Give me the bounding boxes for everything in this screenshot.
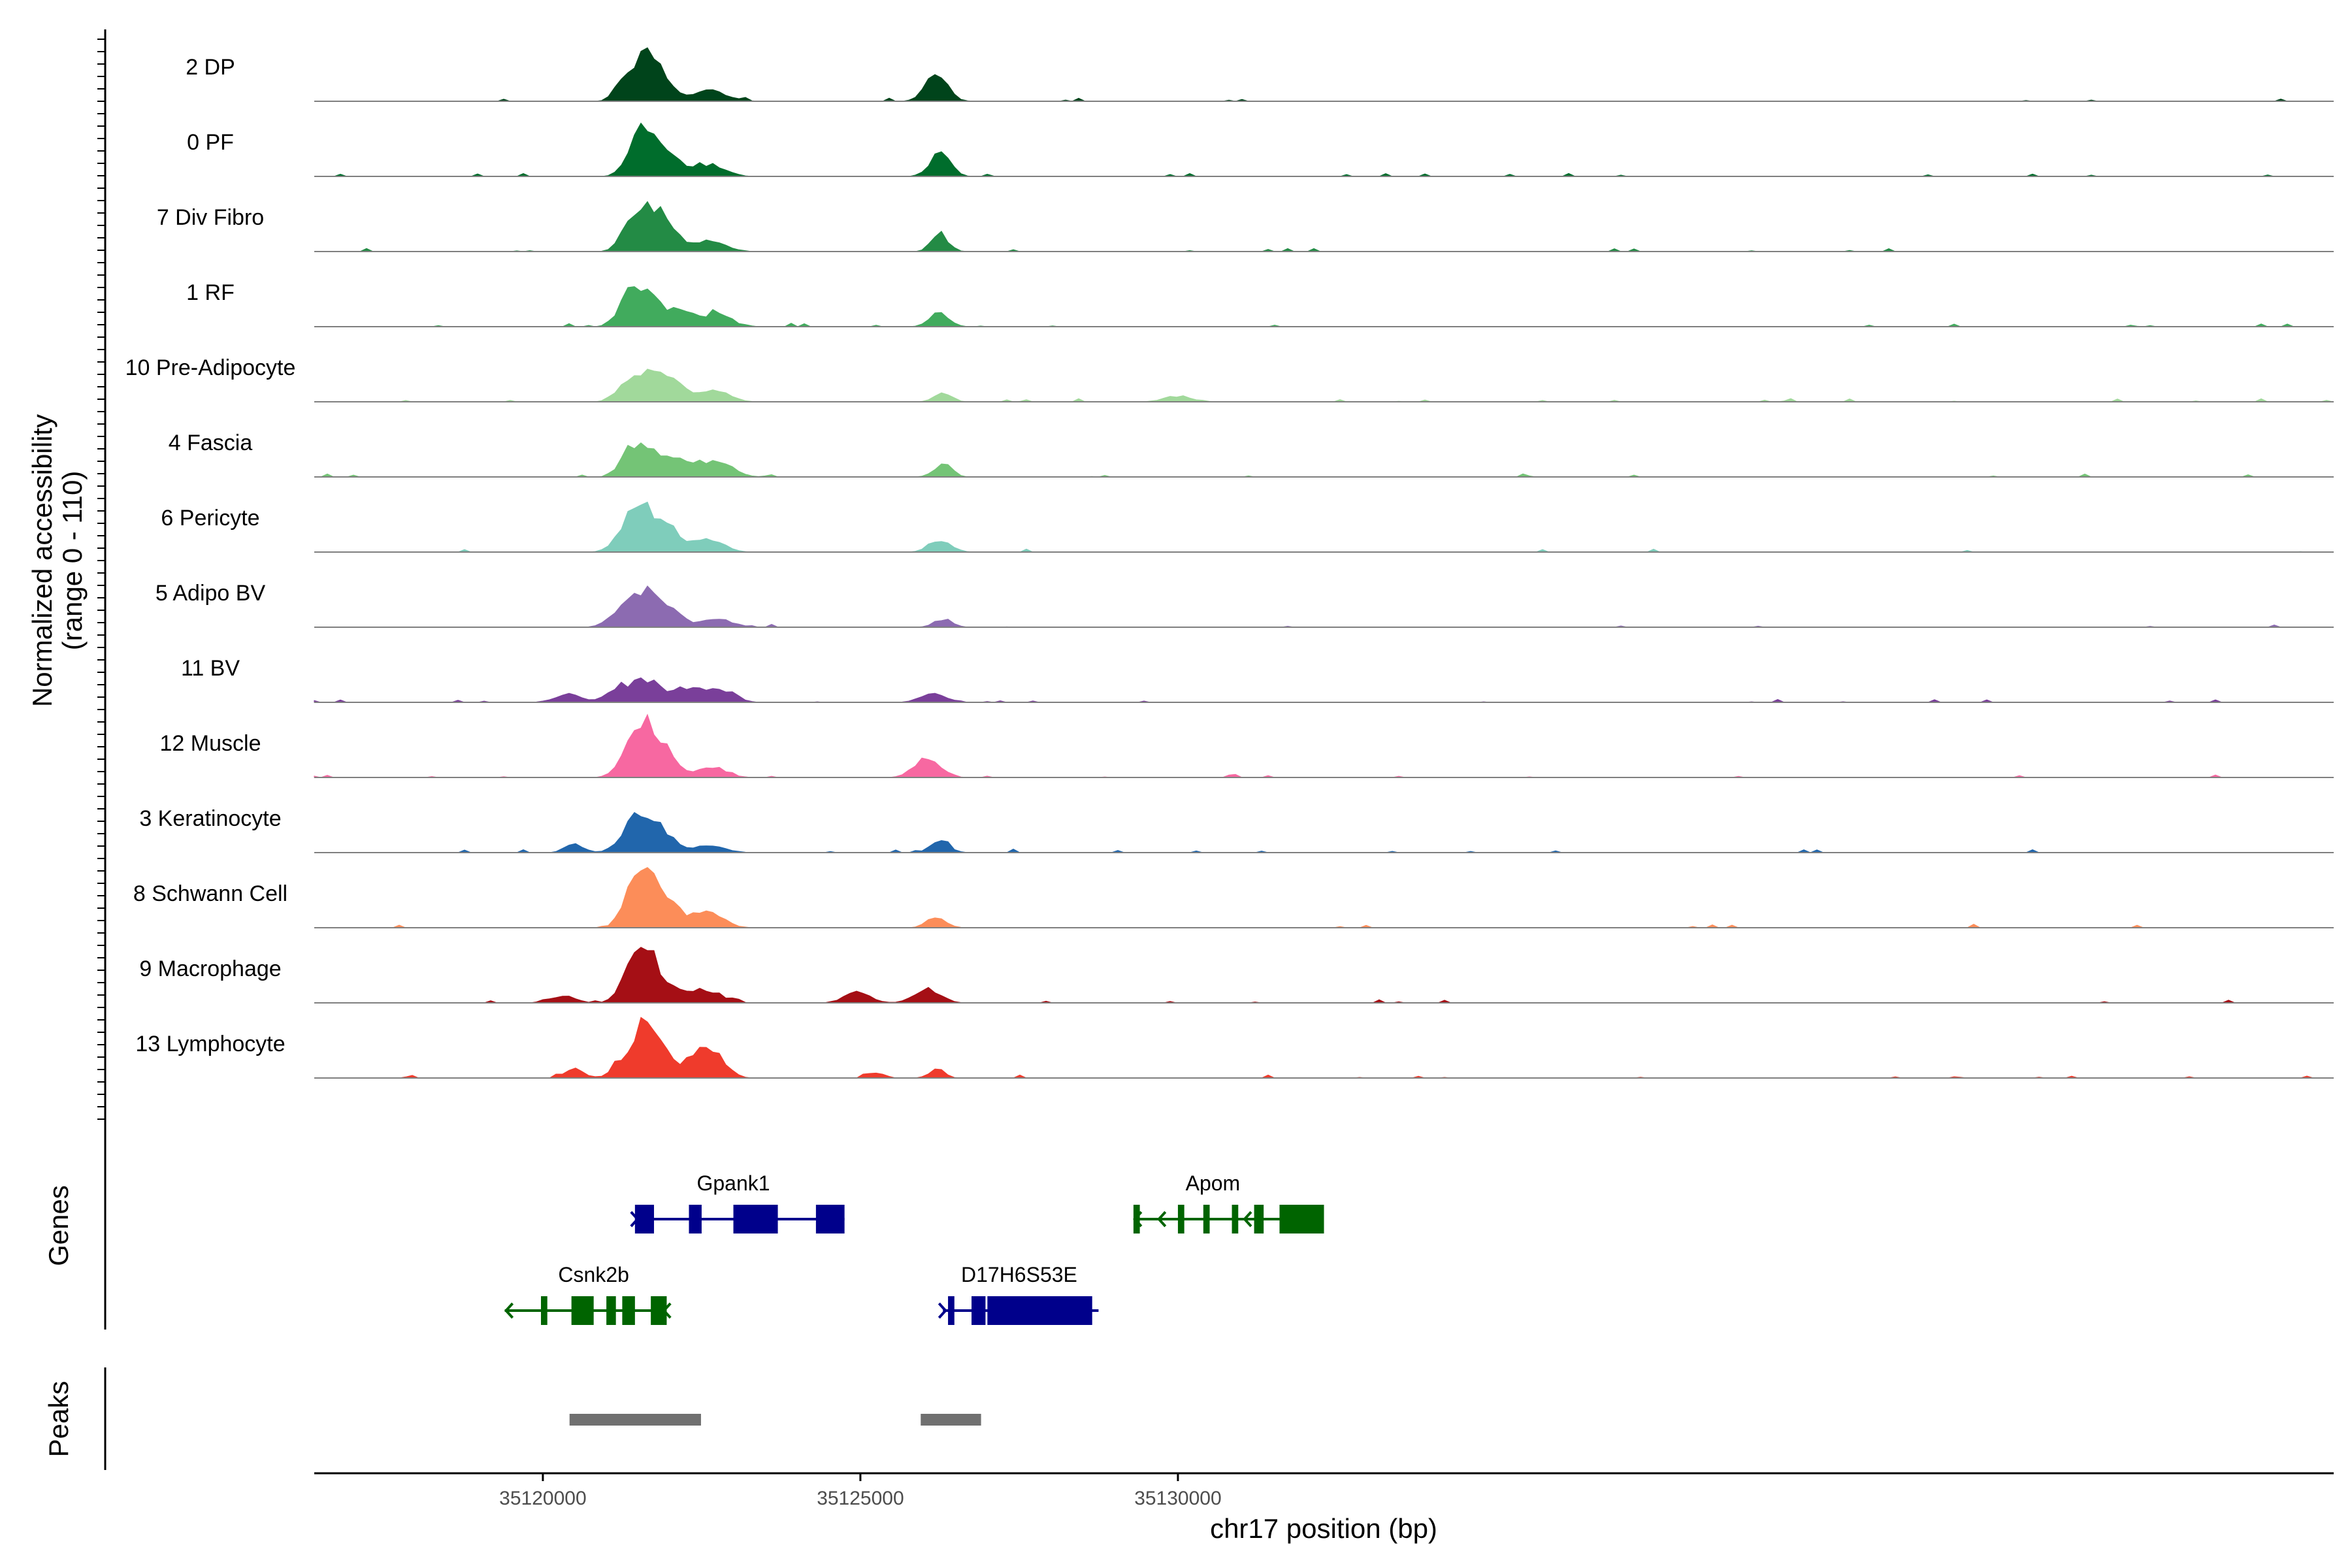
coverage-area (314, 286, 2334, 327)
track-label: 5 Adipo BV (155, 581, 266, 606)
coverage-area (314, 442, 2334, 478)
x-tick-label: 35130000 (1134, 1488, 1221, 1509)
track-label: 10 Pre-Adipocyte (125, 355, 296, 380)
exon (634, 1205, 655, 1233)
track-label: 2 DP (186, 55, 235, 80)
track-1-rf: 1 RF (186, 280, 2334, 327)
track-11-bv: 11 BV (181, 656, 2334, 703)
track-label: 0 PF (187, 130, 234, 155)
exon (1133, 1205, 1140, 1233)
genes-panel-title: Genes (43, 1185, 74, 1266)
gene-d17h6s53e: D17H6S53E (938, 1263, 1099, 1325)
coverage-area (314, 501, 2334, 553)
exon (972, 1296, 986, 1325)
exon (1203, 1205, 1210, 1233)
track-9-macrophage: 9 Macrophage (139, 947, 2334, 1004)
exon (1177, 1205, 1184, 1233)
peaks-panel: Peaks (43, 1367, 981, 1470)
genes-panel: Genes Gpank1 Apom Csnk2b D17H6S53E (43, 1121, 1324, 1330)
gene-gpank1: Gpank1 (630, 1171, 845, 1233)
y-axis-title: Normalized accessibility(range 0 - 110) (27, 414, 88, 707)
exon (541, 1296, 547, 1325)
track-12-muscle: 12 Muscle (160, 713, 2334, 778)
track-5-adipo-bv: 5 Adipo BV (155, 581, 2334, 628)
track-label: 4 Fascia (169, 431, 253, 455)
coverage-area (314, 368, 2334, 402)
track-label: 3 Keratinocyte (139, 806, 281, 831)
x-tick-label: 35120000 (499, 1488, 586, 1509)
gene-csnk2b: Csnk2b (504, 1263, 672, 1325)
y-axis-title-line: (range 0 - 110) (57, 471, 88, 651)
track-8-schwann-cell: 8 Schwann Cell (133, 867, 2334, 928)
track-2-dp: 2 DP (186, 47, 2334, 102)
coverage-area (314, 947, 2334, 1004)
coverage-area (314, 201, 2334, 252)
x-axis-title: chr17 position (bp) (1210, 1513, 1437, 1544)
exon (1279, 1205, 1324, 1233)
strand-arrow (938, 1302, 947, 1319)
gene-label: D17H6S53E (961, 1263, 1077, 1286)
y-axis: Normalized accessibility(range 0 - 110) (27, 29, 106, 1130)
track-label: 1 RF (186, 280, 235, 305)
track-label: 9 Macrophage (139, 956, 281, 981)
exon (987, 1296, 1092, 1325)
exon (606, 1296, 616, 1325)
track-7-div-fibro: 7 Div Fibro (157, 201, 2334, 252)
coverage-area (314, 47, 2334, 102)
coverage-area (314, 867, 2334, 928)
peak-region (921, 1414, 981, 1426)
exon (948, 1296, 955, 1325)
track-6-pericyte: 6 Pericyte (161, 501, 2334, 553)
coverage-area (314, 811, 2334, 853)
x-tick-label: 35125000 (817, 1488, 904, 1509)
coverage-area (314, 713, 2334, 778)
track-label: 12 Muscle (160, 731, 261, 756)
coverage-tracks: 2 DP 0 PF 7 Div Fibro 1 RF 10 Pre-Adipocyte 4… (125, 47, 2334, 1079)
track-label: 8 Schwann Cell (133, 881, 287, 906)
gene-apom: Apom (1133, 1171, 1324, 1233)
exon (622, 1296, 635, 1325)
gene-label: Gpank1 (696, 1171, 770, 1195)
strand-arrow (1157, 1211, 1167, 1228)
track-label: 7 Div Fibro (157, 205, 264, 230)
coverage-area (314, 122, 2334, 177)
exon (689, 1205, 702, 1233)
gene-label: Csnk2b (558, 1263, 629, 1286)
track-13-lymphocyte: 13 Lymphocyte (135, 1017, 2334, 1079)
track-label: 11 BV (181, 656, 240, 681)
track-4-fascia: 4 Fascia (169, 431, 2334, 478)
track-10-pre-adipocyte: 10 Pre-Adipocyte (125, 355, 2334, 402)
peaks-panel-title: Peaks (43, 1381, 74, 1458)
track-0-pf: 0 PF (187, 122, 2334, 177)
strand-arrow (1243, 1211, 1252, 1228)
track-label: 13 Lymphocyte (135, 1032, 285, 1056)
peak-region (569, 1414, 701, 1426)
exon (815, 1205, 845, 1233)
exon (571, 1296, 594, 1325)
coverage-area (314, 1017, 2334, 1079)
exon (651, 1296, 667, 1325)
strand-arrow (504, 1302, 514, 1319)
coverage-area (314, 585, 2334, 628)
track-label: 6 Pericyte (161, 506, 259, 531)
exon (1232, 1205, 1239, 1233)
coverage-area (314, 677, 2334, 703)
exon (733, 1205, 778, 1233)
y-axis-title-line: Normalized accessibility (27, 414, 57, 707)
gene-label: Apom (1186, 1171, 1241, 1195)
exon (1254, 1205, 1264, 1233)
x-axis: 35120000 35125000 35130000 chr17 position (… (314, 1472, 2334, 1544)
track-3-keratinocyte: 3 Keratinocyte (139, 806, 2334, 853)
